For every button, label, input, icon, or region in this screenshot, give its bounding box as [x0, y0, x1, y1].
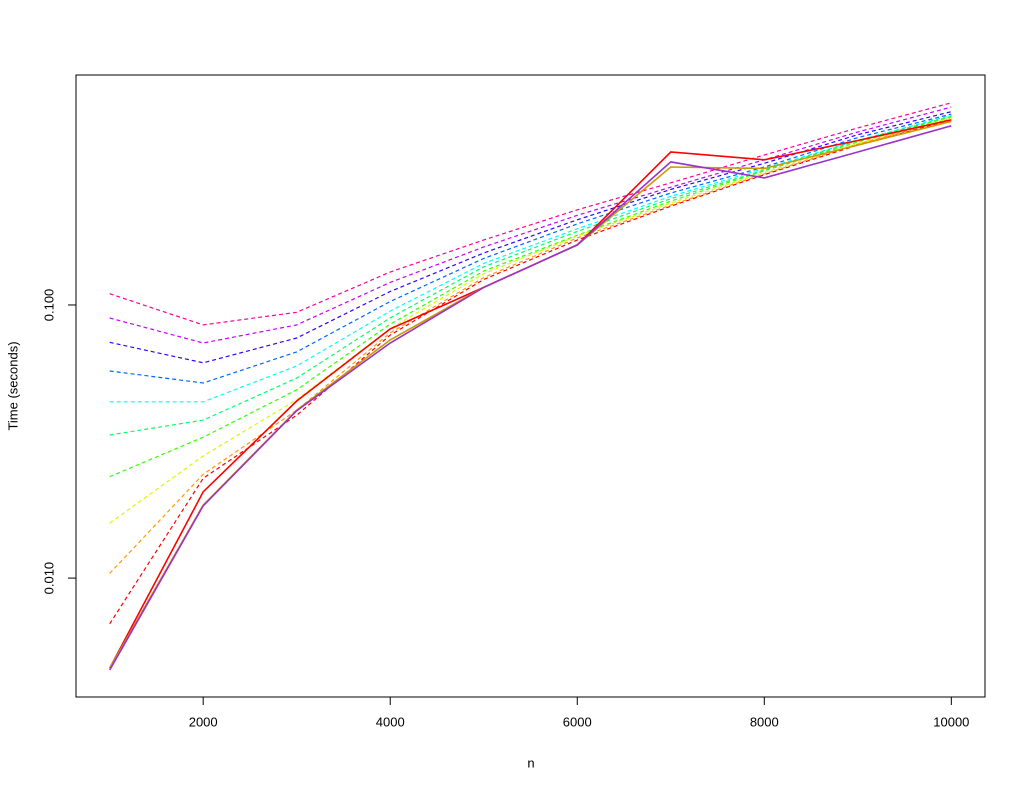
x-tick-label: 2000 — [189, 714, 218, 729]
plot-box — [75, 74, 986, 698]
y-tick-label: 0.010 — [41, 562, 56, 595]
y-tick-label: 0.100 — [41, 289, 56, 322]
series-line — [109, 102, 952, 326]
series-line — [109, 125, 952, 671]
x-tick-label: 10000 — [933, 714, 969, 729]
series-line — [109, 117, 952, 524]
y-axis-label: Time (seconds) — [5, 341, 20, 430]
x-tick-label: 4000 — [376, 714, 405, 729]
series-line — [109, 115, 952, 436]
series-line — [109, 114, 952, 403]
series-line — [109, 111, 952, 364]
series-line — [109, 116, 952, 478]
series-line — [109, 106, 952, 344]
series-line — [109, 113, 952, 384]
series-line — [109, 118, 952, 574]
x-axis-label: n — [527, 755, 534, 770]
series-line — [109, 119, 952, 625]
series-line — [108, 119, 952, 669]
series-line — [109, 120, 952, 669]
x-tick-label: 6000 — [563, 714, 592, 729]
x-tick-label: 8000 — [750, 714, 779, 729]
